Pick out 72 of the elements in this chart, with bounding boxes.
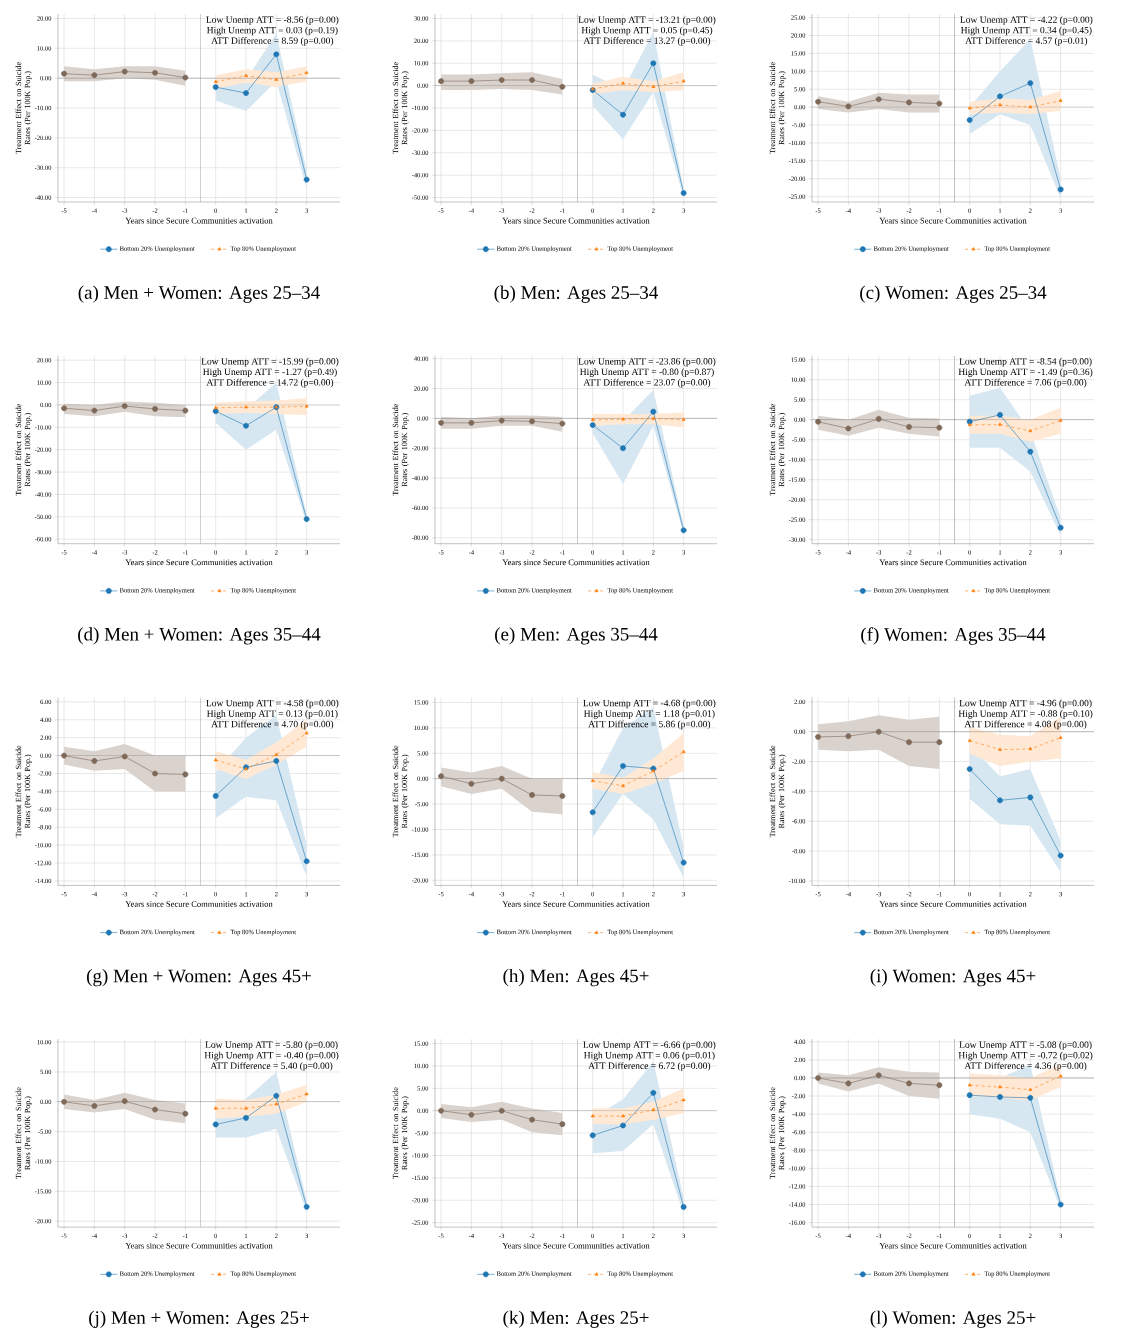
y-axis-title: Treatment Effect on Suicide Rates (Per 100K Pop.) [15, 403, 32, 496]
annotation: High Unemp ATT = 0.06 (p=0.01) [583, 1051, 715, 1061]
x-axis-title: Years since Secure Communities activation [125, 901, 273, 907]
annotation: High Unemp ATT = -0.40 (p=0.00) [204, 1051, 339, 1061]
x-axis-title: Years since Secure Communities activation [502, 1242, 650, 1249]
y-axis-title: Treatment Effect on Suicide Rates (Per 100K Pop.) [769, 745, 786, 838]
annotation: ATT Difference = 8.59 (p=0.00) [211, 37, 334, 46]
annotation: Low Unemp ATT = -5.08 (p=0.00) [959, 1041, 1092, 1050]
y-axis-title: Treatment Effect on Suicide Rates (Per 100K Pop.) [392, 62, 409, 154]
text: (l) Women: Ages 25+ [870, 1310, 1036, 1328]
y-axis-title: Treatment Effect on Suicide Rates (Per 100K Pop.) [769, 62, 786, 154]
annotation: High Unemp ATT = -0.72 (p=0.02) [958, 1051, 1093, 1061]
y-axis-title: Treatment Effect on Suicide Rates (Per 100K Pop.) [769, 1087, 786, 1179]
annotation: High Unemp ATT = -0.88 (p=0.10) [958, 710, 1093, 719]
annotation: High Unemp ATT = -1.27 (p=0.49) [203, 368, 337, 377]
x-axis-title: Years since Secure Communities activation [879, 1242, 1027, 1249]
text: (d) Men + Women: Ages 35–44 [78, 627, 321, 645]
y-axis-title: Treatment Effect on Suicide Rates (Per 100K Pop.) [392, 1087, 409, 1179]
annotation: Low Unemp ATT = -15.99 (p=0.00) [201, 357, 339, 367]
annotation: Low Unemp ATT = -4.68 (p=0.00) [583, 699, 716, 709]
annotation: ATT Difference = 4.08 (p=0.00) [964, 720, 1087, 730]
annotation: ATT Difference = 13.27 (p=0.00) [583, 37, 711, 46]
annotation: Low Unemp ATT = -4.96 (p=0.00) [959, 699, 1092, 709]
y-axis-title: Treatment Effect on Suicide Rates (Per 100K Pop.) [769, 403, 786, 496]
annotation: High Unemp ATT = 1.18 (p=0.01) [583, 710, 715, 719]
x-axis-title: Years since Secure Communities activation [125, 1242, 273, 1249]
annotation: ATT Difference = 4.70 (p=0.00) [211, 720, 334, 730]
x-axis-title: Years since Secure Communities activation [502, 901, 650, 907]
annotation: ATT Difference = 5.40 (p=0.00) [210, 1062, 333, 1071]
text: (i) Women: Ages 45+ [870, 968, 1036, 987]
annotation: High Unemp ATT = 0.03 (p=0.19) [206, 26, 338, 36]
text: (f) Women: Ages 35–44 [861, 627, 1046, 645]
annotation: ATT Difference = 4.57 (p=0.01) [965, 37, 1088, 46]
x-axis-title: Years since Secure Communities activation [125, 559, 273, 566]
annotation: High Unemp ATT = -1.49 (p=0.36) [958, 368, 1093, 377]
annotation: Low Unemp ATT = -5.80 (p=0.00) [205, 1041, 338, 1050]
y-axis-title: Treatment Effect on Suicide Rates (Per 100K Pop.) [15, 1087, 32, 1179]
annotation: High Unemp ATT = 0.05 (p=0.45) [581, 26, 713, 36]
x-axis-title: Years since Secure Communities activation [502, 559, 650, 566]
annotation: Low Unemp ATT = -4.58 (p=0.00) [206, 699, 339, 709]
y-axis-title: Treatment Effect on Suicide Rates (Per 100K Pop.) [15, 745, 32, 838]
annotation: ATT Difference = 4.36 (p=0.00) [964, 1062, 1087, 1071]
text: (b) Men: Ages 25–34 [494, 285, 659, 303]
x-axis-title: Years since Secure Communities activation [879, 559, 1027, 566]
annotation: ATT Difference = 23.07 (p=0.00) [583, 378, 711, 388]
text: (e) Men: Ages 35–44 [495, 627, 658, 645]
text: (j) Men + Women: Ages 25+ [89, 1310, 309, 1328]
annotation: Low Unemp ATT = -13.21 (p=0.00) [578, 16, 716, 25]
text: (c) Women: Ages 25–34 [860, 285, 1047, 303]
annotation: ATT Difference = 7.06 (p=0.00) [964, 378, 1087, 388]
annotation: Low Unemp ATT = -6.66 (p=0.00) [583, 1041, 716, 1050]
x-axis-title: Years since Secure Communities activation [879, 901, 1027, 907]
text: (g) Men + Women: Ages 45+ [86, 968, 311, 987]
text: (k) Men: Ages 25+ [503, 1310, 649, 1328]
x-axis-title: Years since Secure Communities activation [879, 217, 1027, 224]
annotation: High Unemp ATT = 0.34 (p=0.45) [960, 26, 1092, 36]
y-axis-title: Treatment Effect on Suicide Rates (Per 100K Pop.) [392, 745, 409, 838]
x-axis-title: Years since Secure Communities activation [125, 217, 273, 224]
text: (a) Men + Women: Ages 25–34 [78, 285, 320, 303]
y-axis-title: Treatment Effect on Suicide Rates (Per 100K Pop.) [392, 403, 409, 496]
annotation: ATT Difference = 14.72 (p=0.00) [206, 378, 334, 388]
annotation: High Unemp ATT = 0.13 (p=0.01) [206, 710, 338, 719]
annotation: ATT Difference = 5.86 (p=0.00) [588, 720, 711, 730]
annotation: Low Unemp ATT = -8.56 (p=0.00) [206, 16, 339, 25]
x-axis-title: Years since Secure Communities activation [502, 217, 650, 224]
annotation: High Unemp ATT = -0.80 (p=0.87) [580, 368, 714, 377]
annotation: Low Unemp ATT = -8.54 (p=0.00) [959, 357, 1092, 367]
annotation: ATT Difference = 6.72 (p=0.00) [588, 1062, 711, 1071]
y-axis-title: Treatment Effect on Suicide Rates (Per 100K Pop.) [15, 62, 32, 154]
text: (h) Men: Ages 45+ [503, 968, 649, 987]
annotation: Low Unemp ATT = -23.86 (p=0.00) [578, 357, 716, 367]
annotation: Low Unemp ATT = -4.22 (p=0.00) [960, 16, 1093, 25]
